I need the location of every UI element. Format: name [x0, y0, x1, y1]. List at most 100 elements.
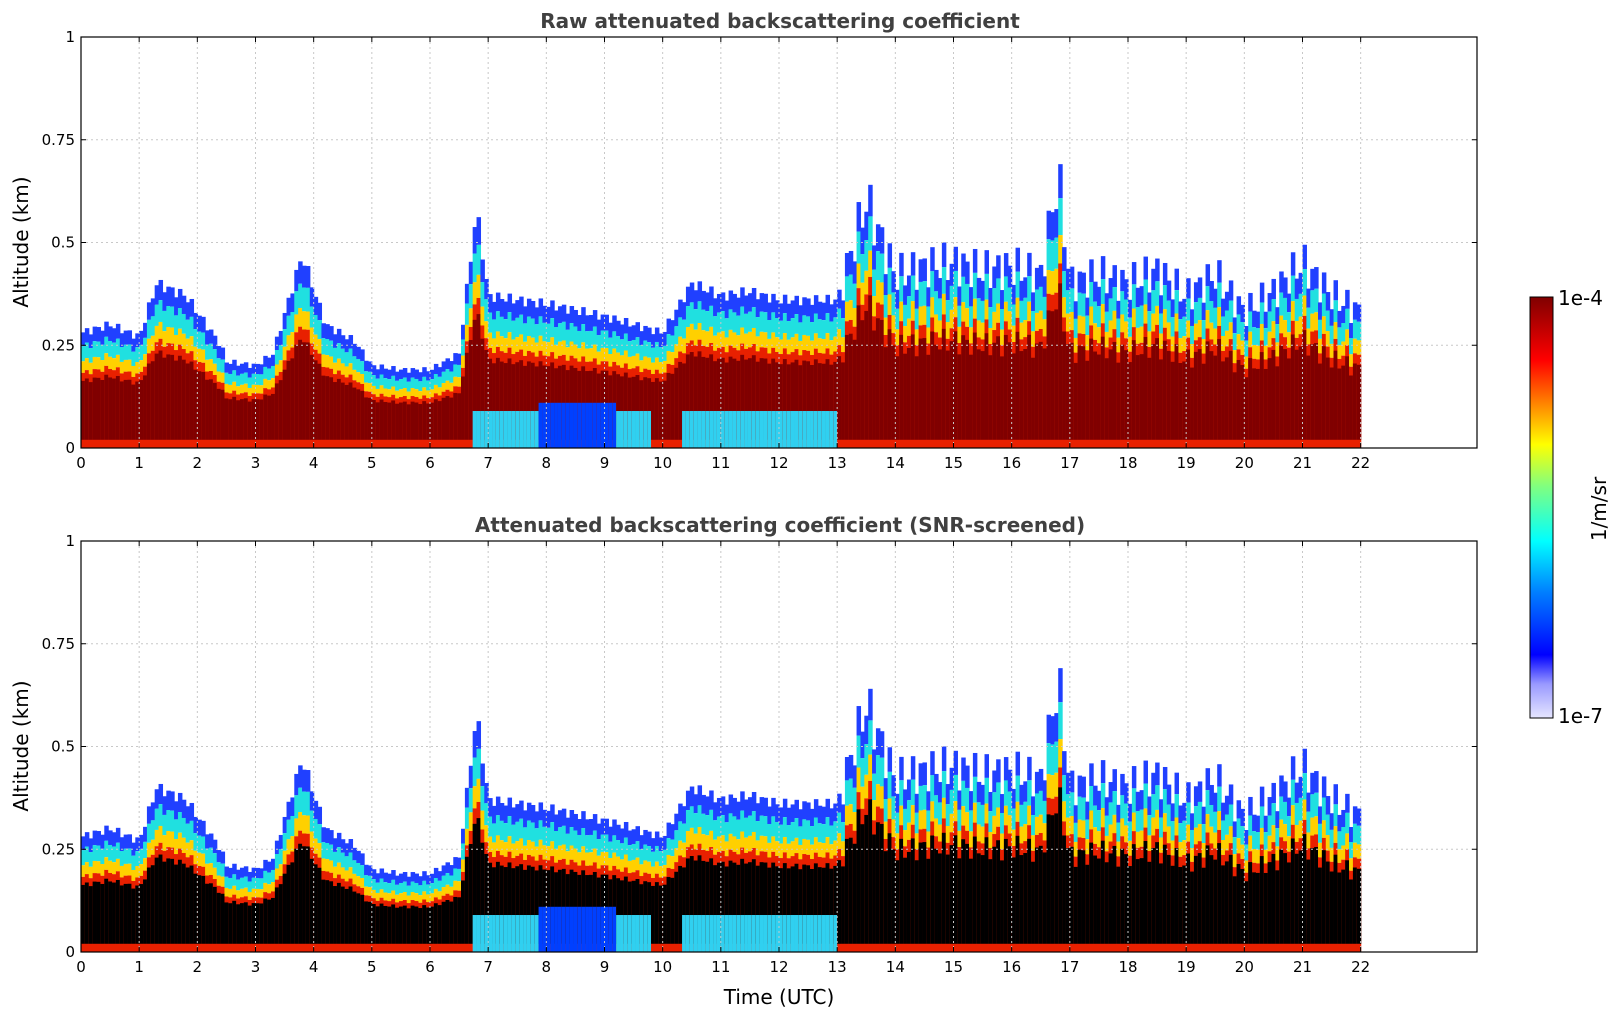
- heatmap-column: [1302, 748, 1307, 952]
- heatmap-column: [344, 843, 350, 952]
- heatmap-column: [550, 804, 555, 952]
- heatmap-column: [1333, 280, 1338, 448]
- heatmap-column: [627, 830, 633, 952]
- heatmap-column: [430, 369, 435, 448]
- heatmap-column: [313, 800, 319, 952]
- x-tick-label: 20: [1235, 958, 1254, 976]
- heatmap-column: [790, 804, 796, 952]
- heatmap-column: [170, 791, 175, 952]
- heatmap-column: [678, 299, 683, 448]
- heatmap-column: [1232, 317, 1238, 448]
- x-tick-label: 12: [769, 958, 788, 976]
- heatmap-column: [259, 364, 264, 448]
- heatmap-column: [495, 796, 501, 952]
- heatmap-column: [1019, 784, 1024, 952]
- heatmap-column: [329, 326, 334, 448]
- heatmap-column: [1170, 299, 1176, 448]
- heatmap-column: [247, 367, 253, 448]
- heatmap-column: [445, 358, 450, 448]
- x-tick-label: 19: [1177, 958, 1196, 976]
- heatmap-column: [216, 850, 222, 952]
- heatmap-column: [1232, 821, 1238, 952]
- x-tick-label: 12: [769, 454, 788, 472]
- heatmap-column: [228, 867, 233, 952]
- heatmap-column: [1054, 209, 1059, 448]
- heatmap-column: [1286, 797, 1292, 952]
- heatmap-column: [844, 253, 850, 448]
- heatmap-column: [899, 252, 904, 448]
- heatmap-column: [112, 328, 117, 448]
- heatmap-column: [1329, 309, 1335, 448]
- heatmap-column: [387, 873, 392, 952]
- heatmap-column: [810, 808, 815, 952]
- heatmap-column: [150, 802, 156, 952]
- heatmap-column: [1124, 783, 1129, 952]
- heatmap-column: [689, 282, 695, 448]
- x-tick-label: 20: [1235, 454, 1254, 472]
- heatmap-column: [398, 369, 404, 448]
- heatmap-column: [852, 765, 858, 952]
- heatmap-column: [1294, 278, 1300, 448]
- heatmap-column: [546, 306, 551, 448]
- heatmap-column: [1135, 791, 1141, 952]
- heatmap-column: [263, 859, 268, 952]
- heatmap-column: [875, 224, 881, 448]
- heatmap-column: [945, 280, 951, 448]
- x-tick-label: 18: [1118, 958, 1137, 976]
- heatmap-column: [1046, 210, 1052, 448]
- heatmap-column: [922, 258, 927, 448]
- heatmap-column: [154, 789, 160, 952]
- heatmap-column: [1081, 776, 1086, 952]
- heatmap-column: [1019, 280, 1024, 448]
- x-tick-label: 9: [600, 454, 610, 472]
- heatmap-column: [972, 752, 978, 952]
- heatmap-column: [550, 300, 555, 448]
- heatmap-column: [437, 871, 443, 952]
- heatmap-column: [1190, 813, 1195, 952]
- heatmap-column: [108, 326, 113, 448]
- heatmap-column: [1081, 272, 1086, 448]
- heatmap-column: [658, 837, 664, 952]
- heatmap-column: [705, 292, 710, 448]
- heatmap-column: [96, 327, 101, 448]
- heatmap-column: [1120, 269, 1125, 448]
- heatmap-column: [945, 784, 951, 952]
- heatmap-column: [588, 818, 594, 952]
- heatmap-column: [1271, 782, 1276, 952]
- heatmap-column: [1341, 305, 1346, 448]
- colorbar-label: 1/m/sr: [1587, 476, 1611, 541]
- heatmap-column: [1325, 292, 1331, 448]
- heatmap-column: [108, 830, 113, 952]
- heatmap-column: [713, 802, 718, 952]
- heatmap-column: [872, 245, 877, 448]
- heatmap-column: [817, 301, 823, 448]
- heatmap-column: [887, 747, 893, 952]
- heatmap-column: [782, 798, 788, 952]
- heatmap-column: [174, 297, 179, 448]
- heatmap-column: [1302, 244, 1307, 448]
- heatmap-column: [158, 783, 164, 952]
- heatmap-column: [1352, 302, 1358, 448]
- heatmap-column: [639, 331, 644, 448]
- heatmap-column: [1116, 804, 1121, 952]
- heatmap-column: [891, 271, 896, 448]
- heatmap-column: [631, 325, 637, 448]
- heatmap-column: [685, 286, 691, 448]
- heatmap-column: [177, 288, 183, 448]
- heatmap-column: [837, 793, 842, 952]
- heatmap-column: [930, 247, 935, 448]
- heatmap-column: [1263, 311, 1269, 448]
- heatmap-column: [1003, 253, 1009, 448]
- heatmap-column: [1128, 803, 1133, 952]
- heatmap-column: [1124, 279, 1129, 448]
- heatmap-column: [282, 312, 288, 448]
- heatmap-column: [1213, 792, 1218, 952]
- heatmap-column: [476, 721, 482, 952]
- heatmap-column: [290, 293, 295, 448]
- heatmap-column: [201, 820, 206, 952]
- heatmap-column: [1007, 265, 1013, 448]
- heatmap-column: [689, 786, 695, 952]
- heatmap-column: [1159, 799, 1164, 952]
- heatmap-column: [744, 799, 749, 952]
- heatmap-column: [193, 312, 198, 448]
